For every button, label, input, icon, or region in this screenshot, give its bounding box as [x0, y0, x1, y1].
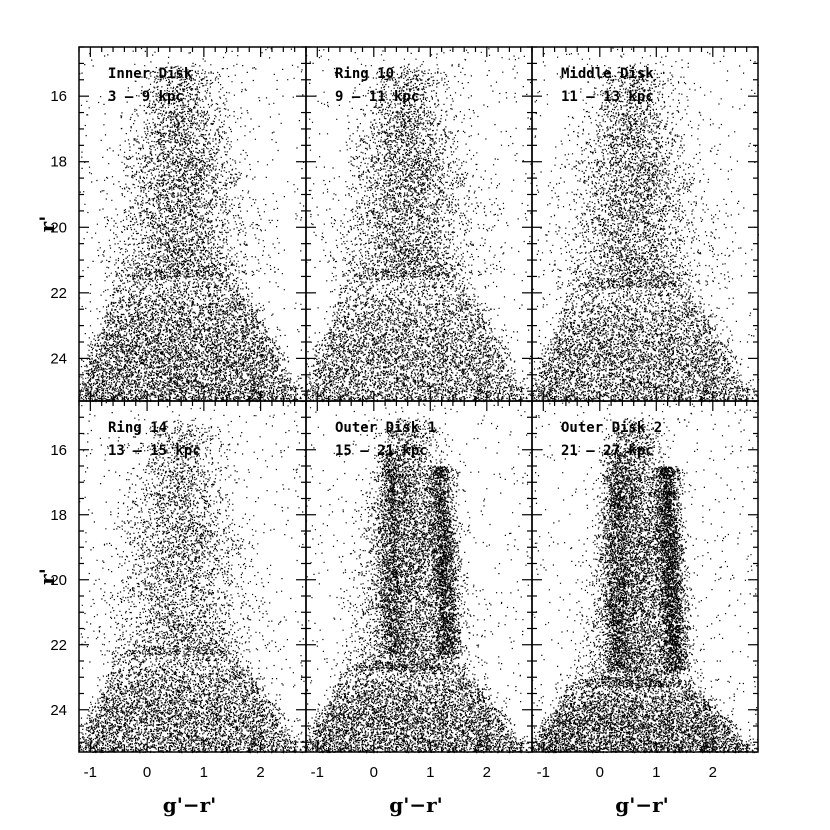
- y-tick-label: 20: [50, 572, 67, 589]
- x-tick-label: 2: [709, 764, 717, 781]
- panel-distance: 13 – 15 kpc: [108, 443, 201, 459]
- panel-distance: 11 – 13 kpc: [561, 89, 654, 105]
- scatter-points: [532, 401, 759, 754]
- y-tick-label: 20: [50, 219, 67, 236]
- x-tick-label: 0: [370, 764, 378, 781]
- x-axis-title: g'−r': [389, 793, 443, 817]
- y-tick-label: 16: [50, 442, 67, 459]
- x-tick-label: 1: [200, 764, 208, 781]
- scatter-layer: [79, 47, 760, 754]
- panel-ring-10: [306, 48, 533, 403]
- panel-title: Outer Disk 2: [561, 420, 662, 436]
- panel-distance: 15 – 21 kpc: [335, 443, 428, 459]
- panel-distance: 21 – 27 kpc: [561, 443, 654, 459]
- x-tick-label: 1: [652, 764, 660, 781]
- panel-title: Ring 14: [108, 420, 167, 436]
- scatter-points: [79, 401, 308, 754]
- y-tick-label: 16: [50, 88, 67, 105]
- panel-title: Outer Disk 1: [335, 420, 436, 436]
- x-axis-title: g'−r': [163, 793, 217, 817]
- x-tick-label: 2: [256, 764, 264, 781]
- x-tick-label: 0: [596, 764, 604, 781]
- x-tick-label: -1: [537, 764, 550, 781]
- x-tick-label: 0: [143, 764, 151, 781]
- x-axis-title: g'−r': [615, 793, 669, 817]
- panel-title: Middle Disk: [561, 66, 654, 82]
- x-tick-label: -1: [84, 764, 97, 781]
- y-tick-label: 18: [50, 154, 67, 171]
- y-tick-label: 18: [50, 507, 67, 524]
- frame-layer: [78, 46, 759, 753]
- scatter-points: [306, 48, 533, 403]
- panel-distance: 9 – 11 kpc: [335, 89, 419, 105]
- y-tick-label: 24: [50, 702, 67, 719]
- panel-title: Inner Disk: [108, 66, 193, 82]
- panel-title: Ring 10: [335, 66, 394, 82]
- x-tick-label: 1: [426, 764, 434, 781]
- y-tick-label: 24: [50, 350, 67, 367]
- panel-ring-14: [79, 401, 308, 754]
- y-axis-title: r': [35, 568, 59, 585]
- y-axis-title: r': [35, 216, 59, 233]
- x-tick-label: -1: [311, 764, 324, 781]
- panel-outer-disk-2: [532, 401, 759, 754]
- panel-distance: 3 – 9 kpc: [108, 89, 184, 105]
- x-tick-label: 2: [483, 764, 491, 781]
- y-tick-label: 22: [50, 637, 67, 654]
- y-tick-label: 22: [50, 285, 67, 302]
- scatter-points: [306, 403, 533, 754]
- panel-outer-disk-1: [306, 403, 533, 754]
